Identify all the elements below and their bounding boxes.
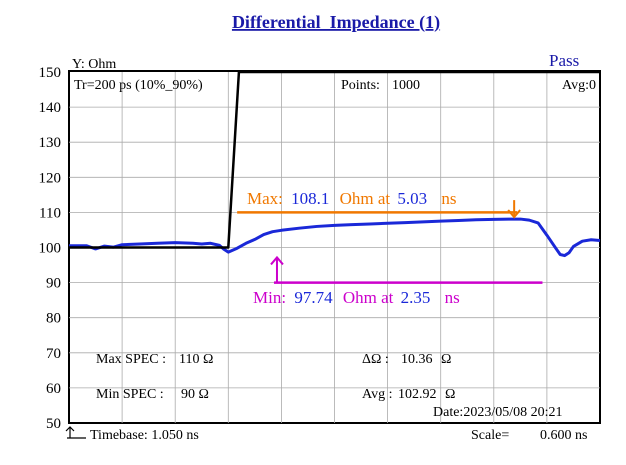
max-value: 108.1 [291,189,329,208]
y-tick-label: 100 [39,241,62,257]
min-value: 97.74 [294,288,333,307]
max-marker-label: Max: 108.1 Ohm at 5.03 ns [247,189,457,208]
avg-value: 102.92 [398,387,437,402]
max-spec-label: Max SPEC : [96,352,166,367]
min-marker-label: Min: 97.74 Ohm at 2.35 ns [253,288,460,307]
min-label: Min: [253,288,286,307]
series-layer [69,70,601,258]
y-tick-label: 70 [46,346,61,362]
y-tick-label: 80 [46,311,61,327]
pass-status: Pass [549,51,579,70]
y-tick-labels: 150 140 130 120 110 100 90 80 70 60 50 [39,65,62,432]
y-tick-label: 110 [39,205,61,221]
max-marker-arrowhead [507,209,521,219]
min-spec-label: Min SPEC : [96,387,164,402]
step-response-trace [69,70,600,249]
avg-count: Avg:0 [562,78,596,93]
max-time-unit: ns [441,189,456,208]
min-time: 2.35 [401,288,431,307]
delta-value: 10.36 [401,352,433,367]
rise-time-label: Tr=200 ps (10%_90%) [74,78,203,93]
timebase-label: Timebase: 1.050 ns [90,428,199,443]
y-tick-label: 140 [39,100,62,116]
max-spec-value: 110 Ω [179,352,213,367]
delta-unit: Ω [441,352,451,367]
y-tick-label: 60 [46,381,61,397]
y-unit-label: Y: Ohm [72,57,116,72]
min-spec-value: 90 Ω [181,387,209,402]
avg-label: Avg : [362,387,392,402]
min-time-unit: ns [445,288,460,307]
max-label: Max: [247,189,283,208]
chart-title: Differential_Impedance (1) [232,12,440,33]
min-unit: Ohm at [343,288,394,307]
y-tick-label: 130 [39,135,62,151]
corner-arrow-icon [65,426,86,439]
y-tick-label: 120 [39,170,62,186]
max-unit: Ohm at [340,189,391,208]
y-tick-label: 150 [39,65,62,81]
y-tick-label: 90 [46,276,61,292]
max-time: 5.03 [397,189,427,208]
scale-label: Scale= [471,428,509,443]
points-label: Points: [341,78,380,93]
delta-label: ΔΩ : [362,352,389,367]
impedance-trace [69,217,601,258]
scale-value: 0.600 ns [540,428,587,443]
y-tick-label: 50 [46,416,61,432]
avg-unit: Ω [445,387,455,402]
points-value: 1000 [392,78,420,93]
date-stamp: Date:2023/05/08 20:21 [433,405,563,420]
min-marker-arrowhead [270,255,284,266]
